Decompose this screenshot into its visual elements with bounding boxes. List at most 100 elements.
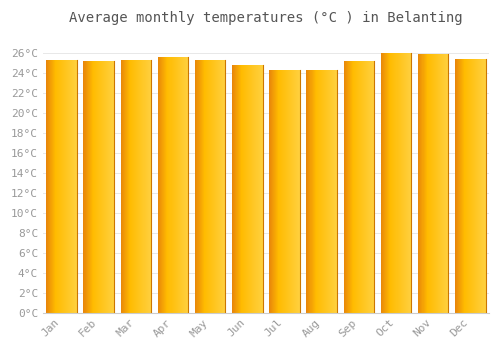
Bar (172, 57, 173, 313)
Bar (68, 60, 69, 313)
Bar (195, 60, 196, 313)
Bar (332, 70, 333, 313)
Bar (278, 70, 279, 313)
Bar (224, 60, 225, 313)
Bar (399, 53, 400, 313)
Bar (247, 65, 248, 313)
Bar (403, 53, 404, 313)
Bar (368, 61, 369, 313)
Bar (370, 61, 371, 313)
Bar (395, 53, 396, 313)
Bar (209, 60, 210, 313)
Bar (166, 57, 167, 313)
Bar (421, 54, 422, 313)
Bar (277, 70, 278, 313)
Bar (358, 61, 359, 313)
Bar (424, 54, 425, 313)
Bar (88, 61, 89, 313)
Bar (201, 60, 202, 313)
Bar (213, 60, 214, 313)
Bar (313, 70, 314, 313)
Bar (276, 70, 277, 313)
Bar (423, 54, 424, 313)
Bar (235, 65, 236, 313)
Bar (346, 61, 347, 313)
Bar (218, 60, 219, 313)
Bar (72, 60, 73, 313)
Bar (123, 60, 124, 313)
Bar (326, 70, 328, 313)
Bar (98, 61, 99, 313)
Bar (311, 70, 312, 313)
Bar (253, 65, 254, 313)
Bar (64, 60, 65, 313)
Bar (126, 60, 127, 313)
Bar (479, 59, 480, 313)
Bar (169, 57, 170, 313)
Bar (174, 57, 175, 313)
Bar (280, 70, 281, 313)
Bar (200, 60, 201, 313)
Bar (318, 70, 319, 313)
Bar (93, 61, 94, 313)
Bar (398, 53, 399, 313)
Bar (139, 60, 140, 313)
Bar (75, 60, 76, 313)
Bar (95, 61, 96, 313)
Bar (210, 60, 211, 313)
Bar (122, 60, 123, 313)
Bar (288, 70, 289, 313)
Bar (87, 61, 88, 313)
Bar (261, 65, 262, 313)
Bar (307, 70, 308, 313)
Bar (91, 61, 92, 313)
Bar (427, 54, 428, 313)
Bar (132, 60, 133, 313)
Bar (76, 60, 77, 313)
Bar (131, 60, 132, 313)
Bar (142, 60, 143, 313)
Bar (165, 57, 166, 313)
Bar (121, 60, 122, 313)
Bar (176, 57, 177, 313)
Bar (437, 54, 438, 313)
Bar (164, 57, 165, 313)
Bar (353, 61, 354, 313)
Bar (256, 65, 257, 313)
Bar (402, 53, 403, 313)
Bar (347, 61, 348, 313)
Bar (100, 61, 102, 313)
Bar (85, 61, 86, 313)
Bar (463, 59, 464, 313)
Bar (183, 57, 184, 313)
Bar (321, 70, 322, 313)
Bar (244, 65, 245, 313)
Bar (248, 65, 249, 313)
Bar (90, 61, 91, 313)
Bar (481, 59, 482, 313)
Bar (167, 57, 168, 313)
Bar (73, 60, 74, 313)
Bar (444, 54, 445, 313)
Bar (464, 59, 465, 313)
Bar (249, 65, 250, 313)
Bar (246, 65, 247, 313)
Bar (419, 54, 420, 313)
Bar (148, 60, 149, 313)
Bar (175, 57, 176, 313)
Bar (420, 54, 421, 313)
Bar (61, 60, 62, 313)
Title: Average monthly temperatures (°C ) in Belanting: Average monthly temperatures (°C ) in Be… (69, 11, 462, 25)
Bar (354, 61, 355, 313)
Bar (125, 60, 126, 313)
Bar (478, 59, 479, 313)
Bar (372, 61, 373, 313)
Bar (97, 61, 98, 313)
Bar (367, 61, 368, 313)
Bar (150, 60, 151, 313)
Bar (186, 57, 188, 313)
Bar (202, 60, 203, 313)
Bar (260, 65, 261, 313)
Bar (455, 59, 456, 313)
Bar (394, 53, 395, 313)
